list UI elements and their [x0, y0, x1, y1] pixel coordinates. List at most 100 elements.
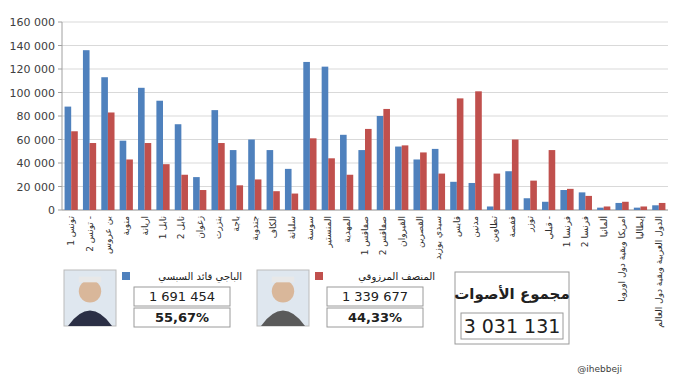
series-percent: 55,67% — [155, 310, 209, 325]
bar — [395, 147, 402, 210]
bar — [200, 190, 207, 210]
photo — [257, 270, 309, 326]
background — [0, 0, 680, 376]
total-votes-label: مجموع الأصوات — [454, 285, 569, 303]
y-tick-label: 160 000 — [10, 16, 56, 29]
total-votes: مجموع الأصوات 3 031 131 — [454, 272, 569, 344]
tick-mark — [58, 22, 62, 23]
percent-box — [134, 308, 230, 327]
tick-mark — [58, 116, 62, 117]
bar — [303, 62, 310, 210]
x-tick-label: قبلي - — [544, 216, 554, 240]
bar — [567, 189, 574, 210]
bar — [255, 179, 262, 210]
bar — [181, 175, 188, 210]
bar — [457, 98, 464, 210]
legend-label: الباجي قائد السبسي — [158, 271, 242, 283]
bar — [218, 143, 225, 210]
x-tick-label: تونس 1 — [66, 216, 76, 246]
bar — [652, 205, 659, 210]
photo-head — [79, 280, 101, 302]
tick-mark — [58, 186, 62, 187]
bar — [101, 77, 108, 210]
bar — [328, 158, 335, 210]
x-tick-label: سليانة — [287, 216, 297, 239]
bar — [83, 50, 90, 210]
bar — [432, 149, 439, 210]
photo-frame — [257, 270, 309, 326]
grid-line — [62, 45, 668, 46]
bar — [285, 169, 292, 210]
x-tick-label: الدول العربية وبقية دول العالم — [654, 216, 665, 328]
x-tick-label: الكاف — [268, 216, 278, 238]
x-tick-label: المنستير — [323, 216, 333, 249]
bar — [193, 177, 200, 210]
bar — [622, 202, 629, 210]
x-tick-label: قفصة — [507, 216, 517, 238]
grid-line — [62, 116, 668, 117]
x-tick-label: القيروان — [397, 216, 407, 247]
tick-mark — [58, 210, 62, 211]
bar — [163, 164, 170, 210]
photo — [64, 270, 116, 326]
total-votes-value: 3 031 131 — [464, 315, 561, 337]
series-percent: 44,33% — [348, 310, 402, 325]
bar — [310, 138, 317, 210]
bar — [402, 145, 409, 210]
grid-line — [62, 22, 668, 23]
x-tick-label: قابس — [452, 216, 462, 237]
tick-mark — [58, 92, 62, 93]
bar — [450, 182, 457, 210]
photo-hair — [79, 277, 101, 283]
bar — [475, 91, 482, 210]
x-tick-label: بنزرت — [213, 216, 223, 239]
bar — [267, 150, 274, 210]
x-tick-label: فرنسا 1 — [562, 216, 572, 247]
bar — [358, 150, 365, 210]
bar — [108, 112, 115, 210]
bar — [230, 150, 237, 210]
x-tick-label: زغوان — [195, 216, 205, 239]
x-tick-label: جندوبة — [250, 216, 260, 241]
bar — [347, 175, 354, 210]
total-box — [327, 287, 423, 306]
bar — [524, 198, 531, 210]
x-tick-label: توزر — [525, 216, 535, 233]
bar — [420, 152, 427, 210]
x-tick-label: نابل 1 — [158, 216, 168, 239]
bar — [634, 208, 641, 210]
x-tick-label: ألمانيا — [598, 216, 609, 237]
bar — [292, 194, 299, 210]
legend-entry: الباجي قائد السبسي 1 691 454 55,67% — [64, 270, 242, 327]
y-tick-label: 20 000 — [17, 181, 56, 194]
x-tick-label: سوسة — [305, 216, 315, 241]
bar — [126, 159, 133, 210]
y-tick-label: 0 — [48, 204, 55, 217]
series-total: 1 691 454 — [149, 289, 215, 304]
bar — [377, 116, 384, 210]
photo-body — [68, 311, 112, 326]
bar — [211, 110, 218, 210]
bar — [322, 67, 329, 210]
bar — [487, 206, 494, 210]
percent-box — [327, 308, 423, 327]
tick-mark — [58, 163, 62, 164]
bar — [145, 143, 152, 210]
bar — [494, 174, 501, 210]
bar — [659, 203, 666, 210]
y-tick-label: 120 000 — [10, 63, 56, 76]
tick-mark — [58, 69, 62, 70]
legend-swatch — [122, 272, 130, 280]
x-tick-label: منوبة — [121, 216, 131, 236]
bar — [71, 131, 78, 210]
bar — [340, 135, 347, 210]
bar — [138, 88, 145, 210]
y-tick-label: 80 000 — [17, 110, 56, 123]
total-box — [134, 287, 230, 306]
photo-head — [272, 280, 294, 302]
photo-body — [261, 311, 305, 326]
y-tick-label: 100 000 — [10, 87, 56, 100]
bar — [604, 206, 611, 210]
bar — [65, 107, 72, 210]
bar — [542, 202, 549, 210]
